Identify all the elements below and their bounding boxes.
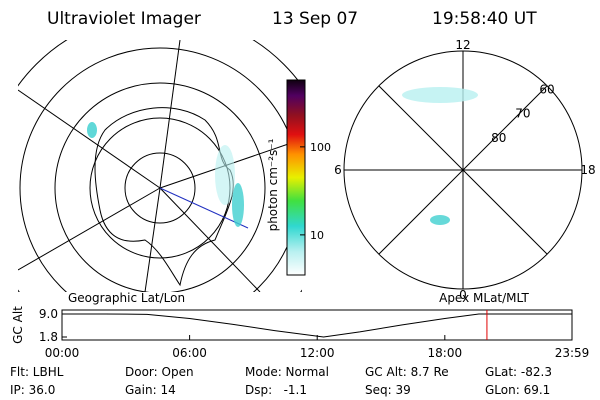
status-field: Dsp: -1.1: [245, 383, 307, 397]
altitude-line: [62, 313, 572, 338]
status-field: GLat: -82.3: [485, 365, 552, 379]
alt-right-title: Apex MLat/MLT: [439, 291, 529, 305]
x-tick-label: 18:00: [428, 346, 463, 360]
x-tick-label: 12:00: [300, 346, 335, 360]
colorbar-label: photon cm⁻²s⁻¹: [266, 138, 280, 231]
mlat-label: 80: [491, 131, 506, 145]
mlt-label: 12: [455, 38, 470, 52]
status-field: Mode: Normal: [245, 365, 329, 379]
y-tick-label: 9.0: [39, 307, 58, 321]
y-tick-label: 1.8: [39, 330, 58, 344]
status-field: GLon: 69.1: [485, 383, 550, 397]
mlt-plot: [343, 50, 583, 290]
colorbar-tick-label: 10: [310, 229, 324, 242]
colorbar: [286, 79, 306, 276]
mlat-label: 60: [539, 83, 554, 97]
status-field: Seq: 39: [365, 383, 411, 397]
status-field: Gain: 14: [125, 383, 176, 397]
colorbar-tick-label: 100: [310, 141, 331, 154]
mlt-label: 0: [459, 288, 467, 302]
status-field: Flt: LBHL: [10, 365, 64, 379]
x-tick-label: 23:59: [555, 346, 590, 360]
alt-left-title: Geographic Lat/Lon: [68, 291, 185, 305]
x-tick-label: 06:00: [172, 346, 207, 360]
status-field: Door: Open: [125, 365, 194, 379]
status-field: GC Alt: 8.7 Re: [365, 365, 449, 379]
mlat-label: 70: [515, 107, 530, 121]
geo-map: [18, 40, 302, 292]
date: 13 Sep 07: [272, 9, 358, 29]
mlt-label: 18: [580, 163, 595, 177]
mlt-label: 6: [334, 163, 342, 177]
time: 19:58:40 UT: [432, 9, 537, 29]
alt-ylabel: GC Alt: [11, 306, 25, 344]
instrument: Ultraviolet Imager: [47, 9, 201, 29]
status-field: IP: 36.0: [10, 383, 55, 397]
x-tick-label: 00:00: [45, 346, 80, 360]
